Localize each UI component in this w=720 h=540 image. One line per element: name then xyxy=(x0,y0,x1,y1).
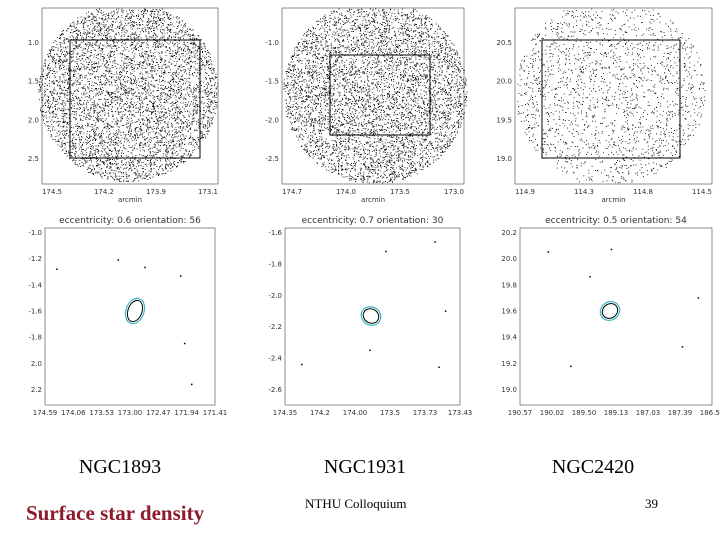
x-tick-label: 187.39 xyxy=(668,409,693,417)
contour-inner xyxy=(601,303,619,319)
y-tick-label: -2.4 xyxy=(268,355,282,363)
y-tick-label: -1.5 xyxy=(265,78,279,86)
x-tick-label: 173.43 xyxy=(448,409,473,417)
x-tick-label: 186.53 xyxy=(700,409,720,417)
y-tick-label: 1.5 xyxy=(28,78,39,86)
y-tick-label: 20.0 xyxy=(501,255,517,263)
y-tick-label: 20.5 xyxy=(496,39,512,47)
y-tick-label: 19.0 xyxy=(496,155,512,163)
y-tick-label: 19.5 xyxy=(496,116,512,124)
contour-inner xyxy=(126,299,144,323)
contour-subtitle: eccentricity: 0.6 orientation: 56 xyxy=(59,216,201,226)
contour-frame xyxy=(44,227,216,406)
y-tick-label: 20.2 xyxy=(501,229,517,237)
stray-peaks xyxy=(547,248,700,368)
cluster-name: NGC1931 xyxy=(324,456,406,478)
x-axis-label: arcmin xyxy=(601,196,625,204)
y-tick-label: -1.6 xyxy=(268,229,282,237)
x-tick-label: 174.06 xyxy=(61,409,86,417)
x-tick-label: 173.53 xyxy=(89,409,114,417)
contour-frame xyxy=(519,227,713,406)
x-tick-label: 171.41 xyxy=(203,409,228,417)
contour-inner xyxy=(362,308,380,324)
y-tick-label: 2.2 xyxy=(31,386,42,394)
y-tick-label: 20.0 xyxy=(496,78,512,86)
star-field xyxy=(283,8,468,184)
region-box xyxy=(329,54,431,136)
y-tick-label: -2.6 xyxy=(268,386,282,394)
x-tick-label: 187.03 xyxy=(636,409,661,417)
page-number: 39 xyxy=(645,496,658,511)
x-tick-label: 174.5 xyxy=(42,188,62,196)
y-tick-label: -2.0 xyxy=(268,292,282,300)
x-tick-label: 174.59 xyxy=(33,409,58,417)
x-tick-label: 174.0 xyxy=(336,188,356,196)
x-tick-label: 174.00 xyxy=(343,409,368,417)
x-tick-label: 114.3 xyxy=(574,188,594,196)
x-tick-label: 173.00 xyxy=(118,409,143,417)
event-label: NTHU Colloquium xyxy=(305,496,406,511)
x-tick-label: 174.35 xyxy=(273,409,298,417)
y-tick-label: -1.8 xyxy=(28,334,42,342)
x-tick-label: 189.50 xyxy=(572,409,597,417)
contour-subtitle: eccentricity: 0.7 orientation: 30 xyxy=(302,216,444,226)
x-tick-label: 173.5 xyxy=(380,409,400,417)
contour-outer xyxy=(360,306,382,326)
x-tick-label: 114.8 xyxy=(633,188,653,196)
x-tick-label: 171.94 xyxy=(174,409,199,417)
x-tick-label: 173.5 xyxy=(390,188,410,196)
x-tick-label: 173.1 xyxy=(198,188,218,196)
y-tick-label: 2.0 xyxy=(31,360,42,368)
x-tick-label: 190.02 xyxy=(540,409,565,417)
x-axis-label: arcmin xyxy=(118,196,142,204)
contour-outer xyxy=(599,301,621,321)
slide-title: Surface star density xyxy=(26,501,205,525)
y-tick-label: 2.5 xyxy=(28,155,39,163)
y-tick-label: 1.0 xyxy=(28,39,39,47)
cluster-name: NGC1893 xyxy=(79,456,161,478)
y-tick-label: -1.6 xyxy=(28,308,42,316)
field-frame xyxy=(514,7,713,185)
x-tick-label: 174.7 xyxy=(282,188,302,196)
contour-outer xyxy=(124,297,146,325)
region-box xyxy=(69,39,201,159)
stray-peaks xyxy=(301,241,447,369)
x-tick-label: 190.57 xyxy=(508,409,533,417)
y-tick-label: 19.2 xyxy=(501,360,517,368)
contour-frame xyxy=(284,227,461,406)
x-tick-label: 173.9 xyxy=(146,188,166,196)
field-frame xyxy=(41,7,219,185)
star-field xyxy=(517,8,706,184)
y-tick-label: -1.4 xyxy=(28,281,42,289)
y-tick-label: 19.0 xyxy=(501,386,517,394)
x-tick-label: 173.73 xyxy=(413,409,438,417)
y-tick-label: 19.8 xyxy=(501,281,517,289)
y-tick-label: -2.2 xyxy=(268,323,282,331)
field-frame xyxy=(281,7,465,185)
x-tick-label: 114.5 xyxy=(692,188,712,196)
x-tick-label: 172.47 xyxy=(146,409,171,417)
x-tick-label: 189.13 xyxy=(604,409,629,417)
y-tick-label: -1.8 xyxy=(268,260,282,268)
region-box xyxy=(541,39,681,159)
y-tick-label: -1.2 xyxy=(28,255,42,263)
x-tick-label: 174.2 xyxy=(94,188,114,196)
stray-peaks xyxy=(56,259,193,386)
y-tick-label: -1.0 xyxy=(265,39,279,47)
x-tick-label: 114.9 xyxy=(515,188,535,196)
x-axis-label: arcmin xyxy=(361,196,385,204)
y-tick-label: -2.0 xyxy=(265,116,279,124)
y-tick-label: 2.0 xyxy=(28,116,39,124)
x-tick-label: 173.0 xyxy=(444,188,464,196)
cluster-name: NGC2420 xyxy=(552,456,634,478)
contour-subtitle: eccentricity: 0.5 orientation: 54 xyxy=(545,216,687,226)
y-tick-label: 19.4 xyxy=(501,334,517,342)
y-tick-label: -2.5 xyxy=(265,155,279,163)
x-tick-label: 174.2 xyxy=(310,409,330,417)
y-tick-label: 19.6 xyxy=(501,308,517,316)
y-tick-label: -1.0 xyxy=(28,229,42,237)
